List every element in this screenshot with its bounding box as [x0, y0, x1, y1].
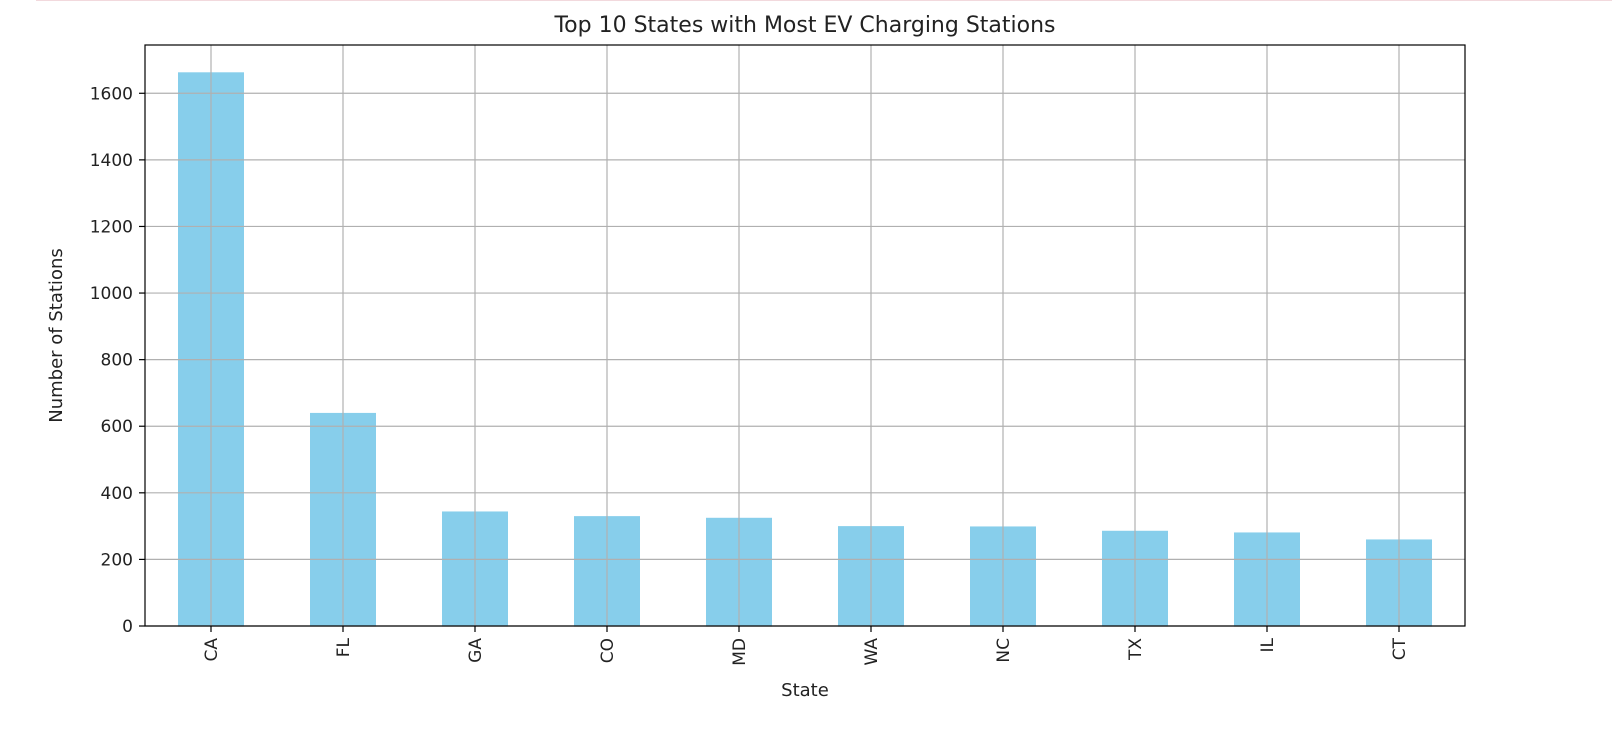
x-axis-label: State [781, 680, 829, 701]
x-tick-label: CO [598, 638, 618, 663]
x-tick-label: CT [1390, 637, 1410, 660]
x-tick-label: FL [334, 637, 354, 657]
x-tick-label: CA [202, 638, 222, 662]
y-tick-label: 1200 [90, 217, 133, 237]
x-tick-label: WA [862, 638, 882, 666]
y-tick-label: 600 [101, 417, 133, 437]
y-tick-label: 1600 [90, 84, 133, 104]
y-tick-label: 0 [122, 617, 133, 637]
x-tick-label: MD [730, 638, 750, 666]
x-tick-label: IL [1258, 637, 1278, 652]
axis-ticks: 0 200 400 600 800 1000 1200 1400 1600 CA FL GA CO MD W… [90, 84, 1410, 665]
y-axis-label: Number of Stations [46, 248, 67, 422]
y-tick-label: 200 [101, 550, 133, 570]
x-tick-label: NC [994, 638, 1014, 663]
x-tick-label: GA [466, 638, 486, 663]
y-tick-label: 400 [101, 484, 133, 504]
y-tick-label: 1000 [90, 284, 133, 304]
y-tick-label: 800 [101, 351, 133, 371]
top-border-rule [36, 0, 1612, 1]
x-tick-label: TX [1126, 638, 1146, 661]
chart-title: Top 10 States with Most EV Charging Stat… [553, 13, 1055, 38]
plot-frame [144, 44, 1466, 627]
y-tick-label: 1400 [90, 151, 133, 171]
bars [178, 72, 1432, 627]
